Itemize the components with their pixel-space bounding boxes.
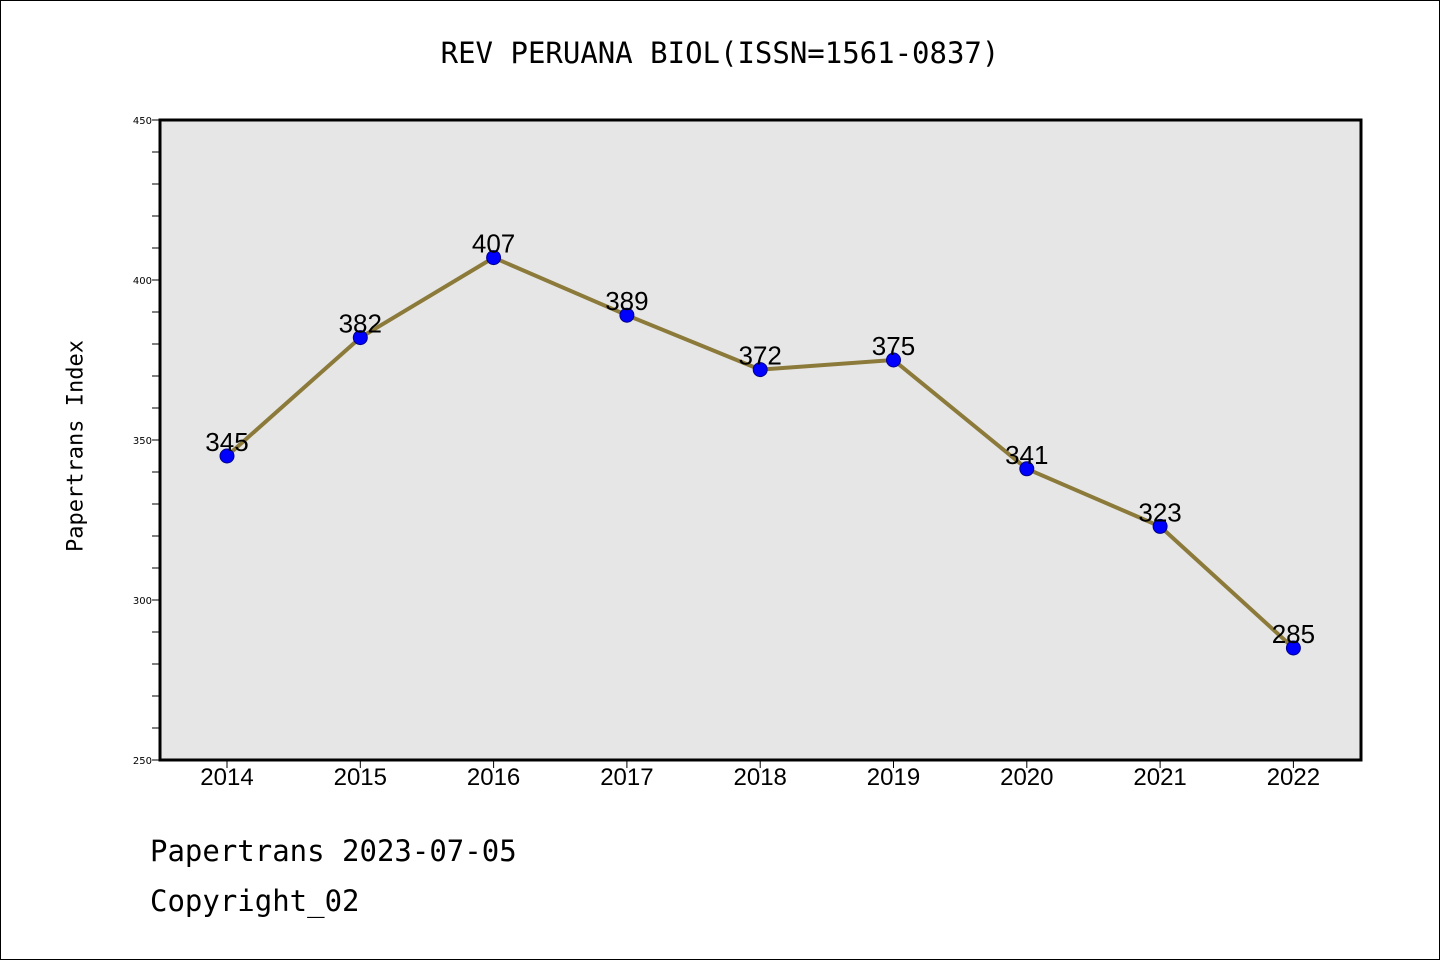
y-tick-label: 400 — [133, 276, 152, 287]
y-tick-label: 450 — [133, 116, 152, 127]
data-point — [352, 330, 368, 346]
chart-title: REV PERUANA BIOL(ISSN=1561-0837) — [440, 36, 1000, 70]
y-tick-label: 250 — [133, 756, 152, 767]
data-point — [1152, 518, 1168, 534]
x-tick-label: 2018 — [734, 764, 787, 791]
data-label: 372 — [739, 341, 782, 371]
y-tick-label: 350 — [133, 436, 152, 447]
data-label: 375 — [872, 331, 915, 361]
data-label: 407 — [472, 229, 515, 259]
data-label: 323 — [1138, 497, 1181, 527]
footer-copyright: Copyright_02 — [150, 884, 360, 918]
plot-area — [158, 118, 1363, 762]
data-label: 285 — [1272, 619, 1315, 649]
x-tick-label: 2017 — [600, 764, 653, 791]
x-tick-label: 2015 — [334, 764, 387, 791]
y-tick-label: 300 — [133, 596, 152, 607]
data-point — [886, 352, 901, 368]
data-point — [486, 250, 502, 266]
data-label: 389 — [605, 286, 648, 316]
data-point — [1019, 461, 1035, 477]
data-label: 345 — [205, 427, 248, 457]
x-tick-label: 2014 — [200, 764, 253, 791]
x-tick-label: 2021 — [1133, 764, 1186, 791]
data-point — [219, 448, 235, 464]
x-tick-label: 2020 — [1000, 764, 1053, 791]
x-tick-label: 2022 — [1267, 764, 1320, 791]
x-tick-label: 2016 — [467, 764, 520, 791]
data-point — [1285, 640, 1301, 656]
data-point — [619, 307, 635, 323]
data-label: 341 — [1005, 440, 1048, 470]
data-point — [752, 362, 768, 378]
x-tick-label: 2019 — [867, 764, 920, 791]
footer-date: Papertrans 2023-07-05 — [150, 834, 517, 868]
data-label: 382 — [339, 309, 382, 339]
